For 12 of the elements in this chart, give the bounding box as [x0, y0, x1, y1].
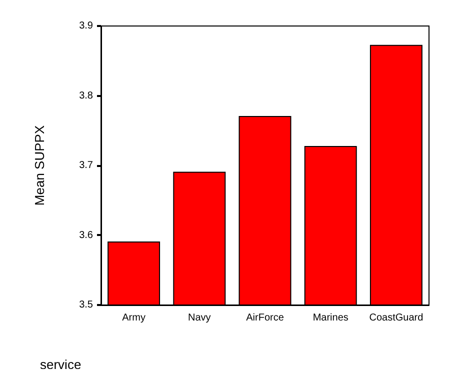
x-tick-label: AirForce — [246, 312, 284, 324]
x-tick-label: Army — [122, 312, 146, 324]
y-tick-label: 3.7 — [79, 160, 94, 171]
y-tick-label: 3.9 — [79, 20, 94, 32]
x-tick-label: CoastGuard — [369, 312, 424, 324]
x-tick-label: Marines — [312, 312, 348, 324]
x-axis-title: service — [40, 357, 82, 372]
y-tick-label: 3.8 — [79, 90, 94, 102]
y-tick-label: 3.6 — [79, 230, 94, 241]
x-tick-label: Navy — [188, 312, 211, 324]
y-axis-title: Mean SUPPX — [32, 125, 47, 206]
y-tick-label: 3.5 — [79, 300, 94, 310]
